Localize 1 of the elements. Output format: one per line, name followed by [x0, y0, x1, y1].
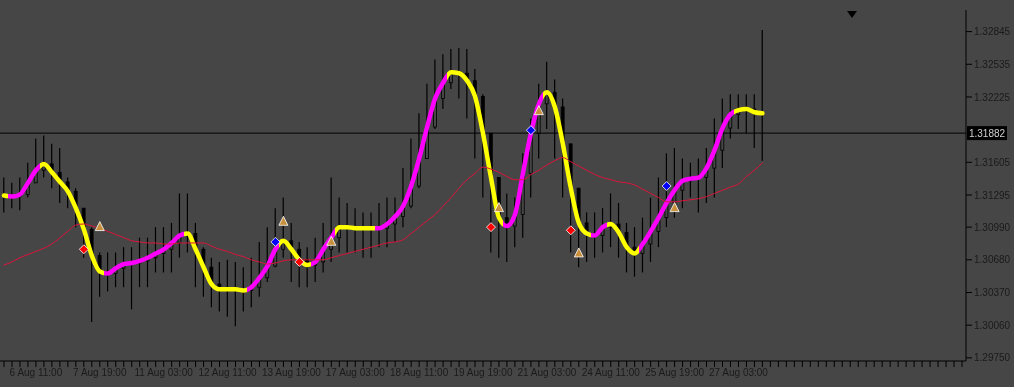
ref-line-label: 1.31882	[968, 127, 1006, 139]
